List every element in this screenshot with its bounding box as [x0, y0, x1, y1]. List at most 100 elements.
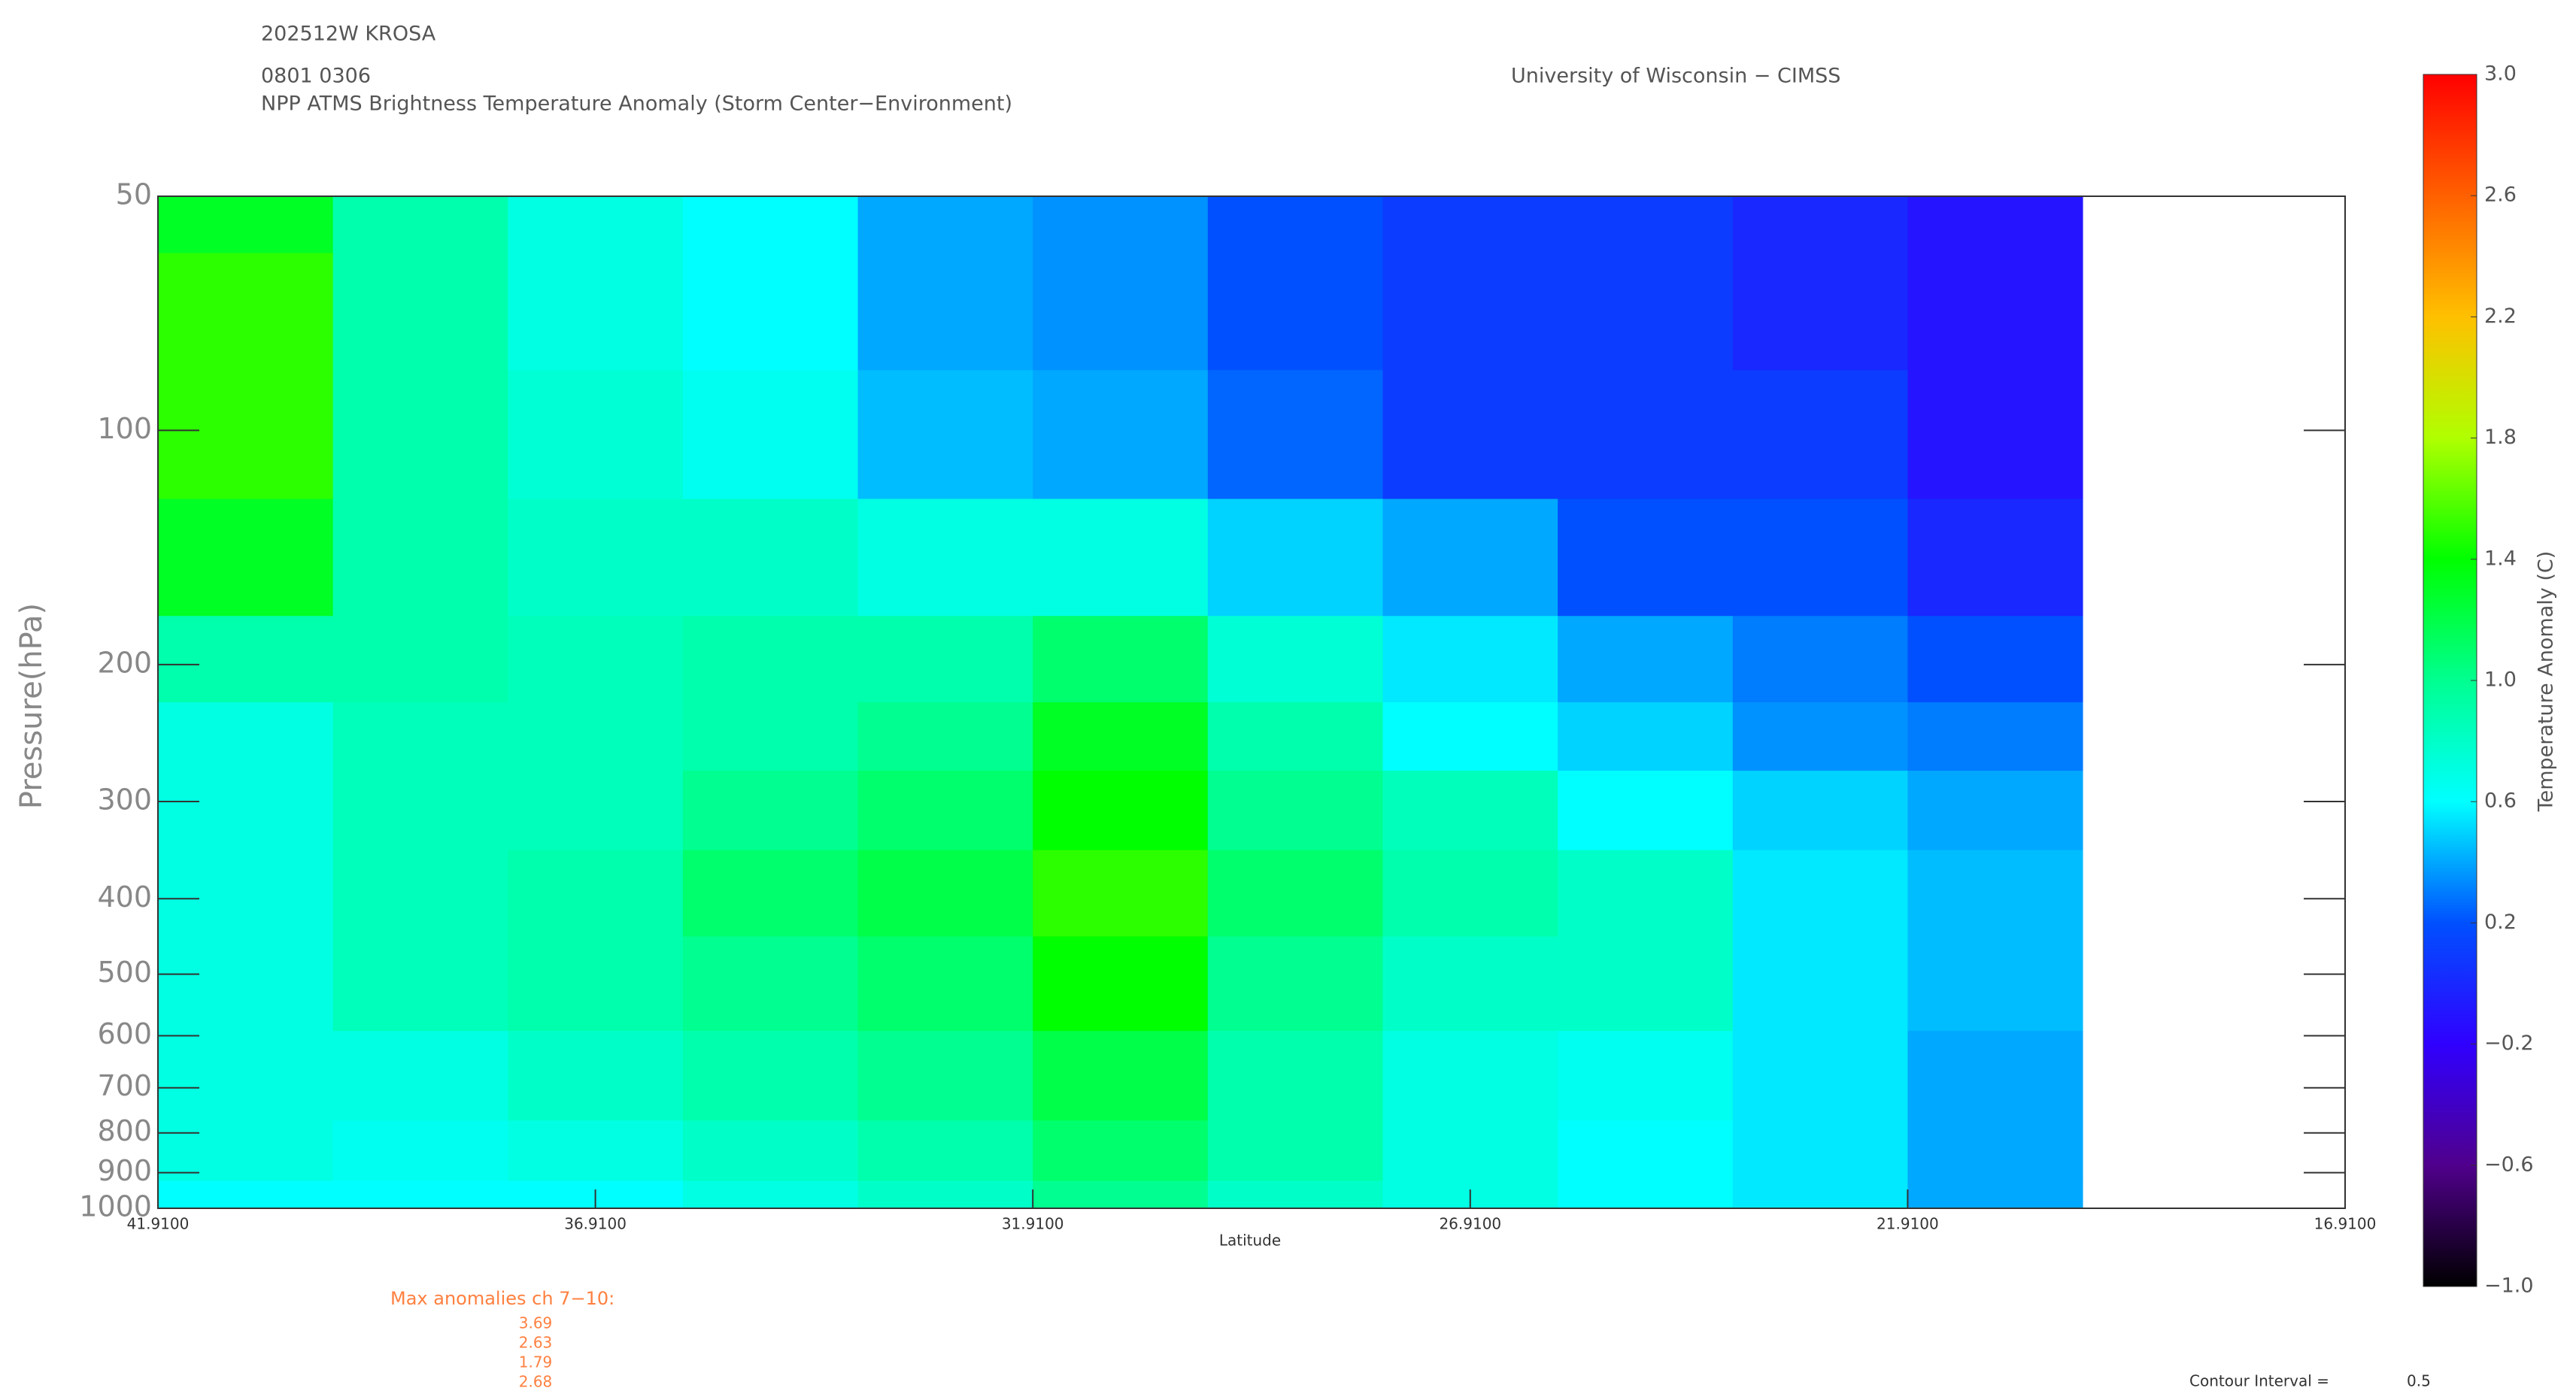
contour-cell [158, 1180, 334, 1208]
contour-cell [682, 1180, 859, 1208]
colorbar-label: Temperature Anomaly (C) [2535, 551, 2558, 813]
contour-cell [1907, 196, 2083, 254]
contour-cell [682, 1120, 859, 1181]
contour-cell [158, 1120, 334, 1181]
contour-cell [1732, 370, 1908, 500]
y-tick-label: 800 [97, 1114, 152, 1147]
contour-cell [1033, 702, 1209, 771]
contour-cell [332, 1180, 508, 1208]
contour-cell [1033, 253, 1209, 371]
contour-cell [1207, 616, 1383, 703]
contour-cell [508, 702, 684, 771]
contour-cell [332, 196, 508, 254]
y-tick-label: 100 [97, 412, 152, 445]
contour-cell [508, 196, 684, 254]
contour-cell [1907, 1120, 2083, 1181]
contour-cell [1207, 1031, 1383, 1121]
contour-cell [158, 616, 334, 703]
contour-cell [857, 616, 1033, 703]
contour-cell [682, 702, 859, 771]
colorbar-tick-label: 2.6 [2484, 183, 2517, 207]
colorbar-tick-label: 1.4 [2484, 547, 2517, 570]
contour-cell [1558, 771, 1734, 851]
contour-cell [332, 702, 508, 771]
colorbar-tick-label: 1.0 [2484, 668, 2517, 692]
contour-cell [1033, 370, 1209, 500]
contour-cell [1732, 1180, 1908, 1208]
colorbar-tick-label: −0.2 [2484, 1032, 2534, 1055]
storm-id: 202512W KROSA [261, 23, 436, 46]
contour-cell [332, 499, 508, 617]
contour-cell [332, 253, 508, 371]
contour-cell [682, 499, 859, 617]
contour-cell [332, 616, 508, 703]
contour-field [158, 196, 2083, 1208]
contour-cell [158, 370, 334, 500]
contour-cell [1558, 499, 1734, 617]
contour-cell [1907, 1180, 2083, 1208]
y-tick-label: 500 [97, 956, 152, 989]
contour-cell [508, 850, 684, 937]
contour-cell [1033, 1120, 1209, 1181]
contour-cell [1033, 1031, 1209, 1121]
contour-cell [1732, 1120, 1908, 1181]
x-tick-label: 21.9100 [1877, 1215, 1939, 1233]
colorbar [2423, 74, 2477, 1287]
contour-cell [508, 936, 684, 1032]
max-anomaly: 3.69 [519, 1314, 553, 1332]
x-tick-label: 41.9100 [127, 1215, 190, 1233]
contour-cell [1732, 616, 1908, 703]
colorbar-tick-label: −0.6 [2484, 1153, 2534, 1176]
y-tick-label: 200 [97, 646, 152, 679]
contour-cell [857, 499, 1033, 617]
contour-cell [682, 771, 859, 851]
contour-cell [1907, 1031, 2083, 1121]
contour-cell [1732, 499, 1908, 617]
contour-cell [857, 370, 1033, 500]
contour-cell [857, 1180, 1033, 1208]
colorbar-tick-label: 0.6 [2484, 789, 2517, 813]
contour-cell [857, 850, 1033, 937]
contour-cell [1033, 1180, 1209, 1208]
contour-cell [508, 253, 684, 371]
contour-cell [857, 1031, 1033, 1121]
contour-cell [1207, 253, 1383, 371]
contour-cell [1558, 850, 1734, 937]
contour-cell [1033, 771, 1209, 851]
contour-cell [508, 370, 684, 500]
contour-cell [1382, 702, 1558, 771]
max-anomaly: 2.68 [519, 1373, 553, 1391]
max-anomaly: 2.63 [519, 1334, 553, 1352]
contour-cell [508, 1031, 684, 1121]
time: 0801 0306 [261, 65, 371, 88]
source: University of Wisconsin − CIMSS [1511, 65, 1840, 88]
max-anomalies-label: Max anomalies ch 7−10: [390, 1288, 614, 1309]
contour-cell [158, 850, 334, 937]
contour-cell [682, 370, 859, 500]
contour-cell [1558, 702, 1734, 771]
contour-cell [332, 936, 508, 1032]
contour-cell [857, 1120, 1033, 1181]
contour-cell [682, 1031, 859, 1121]
contour-cell [1207, 771, 1383, 851]
contour-cell [1558, 1120, 1734, 1181]
contour-cell [1732, 1031, 1908, 1121]
contour-cell [857, 936, 1033, 1032]
contour-cell [1207, 850, 1383, 937]
contour-cell [1558, 370, 1734, 500]
y-tick-label: 400 [97, 880, 152, 914]
y-tick-label: 900 [97, 1154, 152, 1187]
contour-cell [158, 253, 334, 371]
contour-cell [1907, 370, 2083, 500]
contour-cell [158, 936, 334, 1032]
colorbar-tick-label: −1.0 [2484, 1274, 2534, 1298]
y-tick-label: 300 [97, 783, 152, 817]
contour-interval: 0.5 [2407, 1372, 2431, 1390]
contour-cell [1382, 936, 1558, 1032]
colorbar-tick-label: 3.0 [2484, 62, 2517, 86]
contour-cell [1207, 936, 1383, 1032]
contour-cell [1382, 1120, 1558, 1181]
contour-cell [1558, 196, 1734, 254]
contour-cell [857, 253, 1033, 371]
